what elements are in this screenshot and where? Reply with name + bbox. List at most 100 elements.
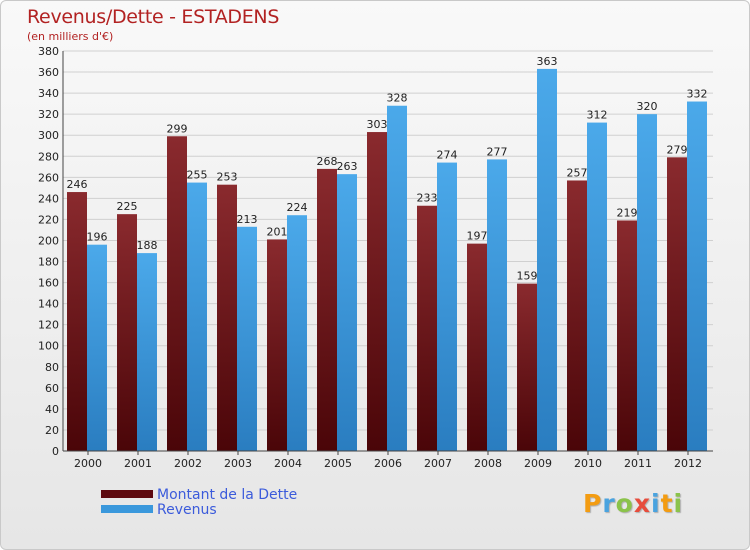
- bar-revenus-2007: [437, 162, 457, 451]
- data-label-revenus-2008: 277: [487, 145, 508, 158]
- bar-revenus-2004: [287, 215, 307, 451]
- bar-revenus-2006: [387, 105, 407, 451]
- y-tick-label: 380: [38, 45, 59, 58]
- y-tick-label: 200: [38, 234, 59, 247]
- data-label-debt-2002: 299: [167, 122, 188, 135]
- data-label-revenus-2006: 328: [387, 92, 408, 105]
- data-label-revenus-2004: 224: [287, 201, 308, 214]
- chart-subtitle: (en milliers d'€): [27, 30, 114, 43]
- logo-letter: x: [633, 489, 651, 518]
- proxiti-logo: Proxiti: [583, 489, 683, 518]
- data-label-revenus-2002: 255: [187, 169, 208, 182]
- x-tick-label: 2007: [424, 457, 452, 470]
- bar-debt-2005: [317, 168, 337, 452]
- bar-debt-2001: [117, 214, 137, 451]
- x-tick-label: 2008: [474, 457, 502, 470]
- y-tick-label: 120: [38, 319, 59, 332]
- x-tick-label: 2004: [274, 457, 302, 470]
- bar-debt-2011: [617, 220, 637, 451]
- bar-revenus-2001: [137, 253, 157, 451]
- bar-revenus-2012: [687, 101, 707, 452]
- data-label-revenus-2012: 332: [687, 88, 708, 101]
- logo-letter: P: [583, 489, 603, 518]
- x-tick-label: 2003: [224, 457, 252, 470]
- logo-letter: o: [615, 489, 634, 518]
- bar-debt-2007: [417, 205, 437, 451]
- logo-letter: r: [602, 489, 616, 518]
- bar-revenus-2009: [537, 68, 557, 451]
- x-tick-label: 2002: [174, 457, 202, 470]
- bar-debt-2008: [467, 243, 487, 451]
- y-tick-label: 360: [38, 66, 59, 79]
- data-label-revenus-2010: 312: [587, 109, 608, 122]
- y-tick-label: 140: [38, 298, 59, 311]
- y-tick-label: 240: [38, 192, 59, 205]
- legend-swatch-debt: [101, 490, 153, 498]
- bar-debt-2010: [567, 180, 587, 451]
- y-tick-label: 300: [38, 129, 59, 142]
- data-label-debt-2009: 159: [517, 270, 538, 283]
- y-tick-label: 80: [45, 361, 59, 374]
- bar-debt-2012: [667, 157, 687, 451]
- data-label-debt-2005: 268: [317, 155, 338, 168]
- bar-debt-2004: [267, 239, 287, 451]
- x-tick-label: 2009: [524, 457, 552, 470]
- legend-swatch-revenus: [101, 505, 153, 513]
- data-label-debt-2000: 246: [67, 178, 88, 191]
- legend-label-debt: Montant de la Dette: [157, 487, 298, 503]
- y-tick-label: 260: [38, 171, 59, 184]
- x-tick-label: 2001: [124, 457, 152, 470]
- data-label-debt-2001: 225: [117, 200, 138, 213]
- logo-letter: i: [673, 489, 684, 518]
- y-tick-label: 160: [38, 277, 59, 290]
- y-tick-label: 40: [45, 403, 59, 416]
- y-tick-label: 0: [52, 445, 59, 458]
- bar-revenus-2000: [87, 244, 107, 451]
- bar-debt-2000: [67, 192, 87, 452]
- data-label-revenus-2001: 188: [137, 239, 158, 252]
- y-tick-label: 320: [38, 108, 59, 121]
- x-tick-label: 2012: [674, 457, 702, 470]
- bar-revenus-2011: [637, 114, 657, 451]
- data-label-debt-2006: 303: [367, 118, 388, 131]
- bar-debt-2003: [217, 184, 237, 451]
- data-label-debt-2012: 279: [667, 143, 688, 156]
- data-label-revenus-2011: 320: [637, 100, 658, 113]
- x-tick-label: 2000: [74, 457, 102, 470]
- logo-letter: t: [660, 489, 674, 518]
- x-tick-label: 2011: [624, 457, 652, 470]
- x-axis: 2000 2001 2002 2003 2004 2005 2006 2007 2008 2009…: [63, 450, 713, 470]
- bar-debt-2002: [167, 136, 187, 451]
- bar-revenus-2002: [187, 182, 207, 451]
- bar-revenus-2010: [587, 122, 607, 451]
- data-label-debt-2004: 201: [267, 225, 288, 238]
- y-tick-label: 180: [38, 256, 59, 269]
- y-axis: 0 20 40 60 80 100 120 140 160 180 200 220 240 260 280 3…: [38, 45, 64, 458]
- data-label-revenus-2007: 274: [437, 149, 458, 162]
- y-tick-label: 100: [38, 340, 59, 353]
- bar-revenus-2005: [337, 174, 357, 451]
- bars: 246 196 225 188 299 255 253 213 201 224 268 263 303 3…: [67, 55, 708, 452]
- bar-revenus-2003: [237, 226, 257, 451]
- x-tick-label: 2006: [374, 457, 402, 470]
- data-label-revenus-2003: 213: [237, 213, 258, 226]
- bar-debt-2006: [367, 132, 387, 452]
- legend-label-revenus: Revenus: [157, 502, 217, 518]
- y-tick-label: 340: [38, 87, 59, 100]
- data-label-debt-2007: 233: [417, 192, 438, 205]
- chart-title: Revenus/Dette - ESTADENS: [27, 6, 280, 28]
- data-label-debt-2008: 197: [467, 230, 488, 243]
- y-tick-label: 20: [45, 424, 59, 437]
- x-tick-label: 2005: [324, 457, 352, 470]
- bar-debt-2009: [517, 283, 537, 451]
- data-label-debt-2010: 257: [567, 166, 588, 179]
- bar-chart: 0 20 40 60 80 100 120 140 160 180 200 220 240 260 280 3…: [38, 45, 713, 470]
- data-label-debt-2003: 253: [217, 171, 238, 184]
- data-label-revenus-2009: 363: [537, 55, 558, 68]
- y-tick-label: 220: [38, 213, 59, 226]
- y-tick-label: 280: [38, 150, 59, 163]
- logo-letter: i: [651, 489, 661, 518]
- data-label-revenus-2000: 196: [87, 231, 108, 244]
- x-tick-label: 2010: [574, 457, 602, 470]
